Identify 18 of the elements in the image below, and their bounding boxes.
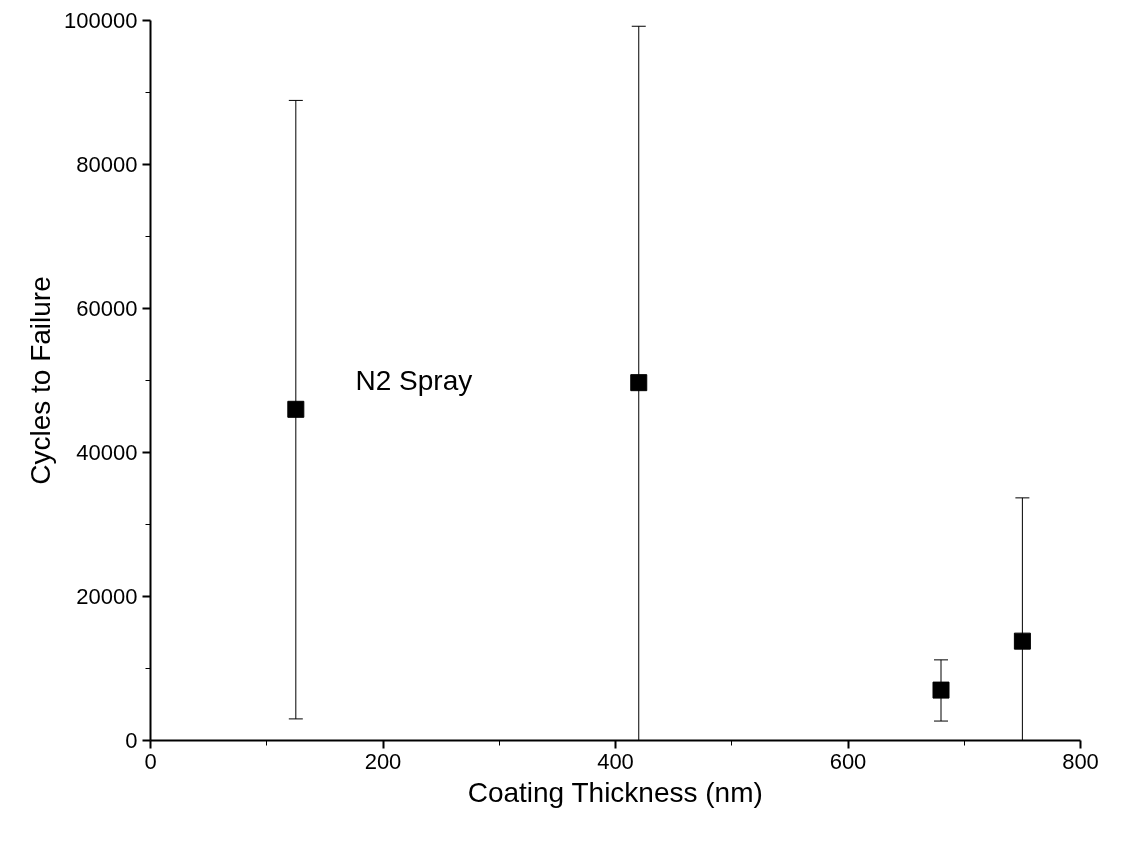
point — [1013, 632, 1031, 650]
point — [932, 681, 950, 699]
annotation: N2 Spray — [355, 364, 473, 396]
x-tick-label: 400 — [597, 748, 634, 774]
x-tick-label: 800 — [1062, 748, 1099, 774]
x-axis-title: Coating Thickness (nm) — [467, 776, 763, 808]
x-tick-label: 200 — [364, 748, 402, 774]
point — [630, 374, 648, 392]
y-tick-label: 80000 — [76, 152, 138, 177]
point — [287, 400, 305, 418]
y-tick-label: 0 — [125, 728, 138, 753]
y-axis-title: Cycles to Failure — [25, 276, 57, 485]
y-tick-label: 100000 — [64, 8, 138, 33]
y-tick-label: 20000 — [76, 584, 138, 609]
x-tick-label: 0 — [144, 748, 157, 774]
y-tick-label: 40000 — [76, 440, 138, 465]
y-tick-label: 60000 — [76, 296, 138, 321]
x-tick-label: 600 — [829, 748, 867, 774]
